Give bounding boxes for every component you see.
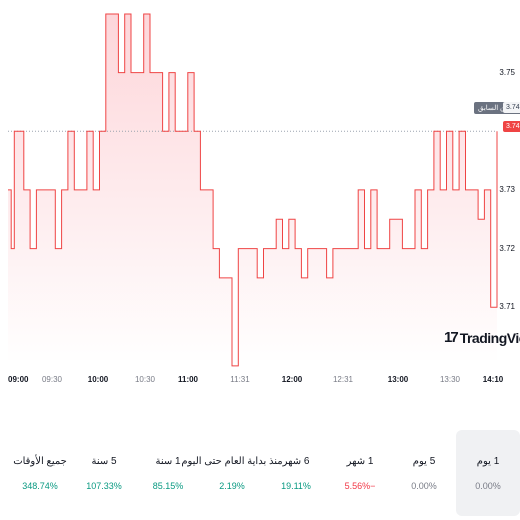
period-label: 5 يوم bbox=[412, 455, 436, 467]
price-area-fill bbox=[8, 14, 497, 366]
period-label: 5 سنة bbox=[91, 455, 117, 467]
period-label: 1 يوم bbox=[476, 455, 500, 467]
tradingview-logo-icon: 17 bbox=[444, 329, 459, 346]
period-change-value: 19.11% bbox=[281, 480, 311, 491]
tradingview-logo[interactable]: 17 TradingView bbox=[444, 329, 520, 346]
period-change-value: 85.15% bbox=[152, 480, 184, 491]
x-axis-tick-label: 12:31 bbox=[332, 375, 354, 384]
period-change-value: 2.19% bbox=[219, 480, 245, 491]
tradingview-logo-text: TradingView bbox=[459, 329, 520, 346]
x-axis-tick-label: 09:00 bbox=[8, 375, 29, 384]
period-option[interactable]: 1 شهر −5.56% bbox=[328, 430, 392, 516]
period-option[interactable]: جميع الأوقات 348.74% bbox=[8, 430, 72, 516]
x-axis-tick-label: 10:30 bbox=[134, 375, 156, 384]
x-axis-tick-label: 13:30 bbox=[439, 375, 461, 384]
x-axis-tick-label: 13:00 bbox=[387, 375, 409, 384]
x-axis-tick-label: 11:31 bbox=[230, 375, 250, 384]
y-axis-tick-label: 3.71 bbox=[499, 302, 515, 312]
period-change-value: 0.00% bbox=[411, 480, 437, 491]
x-axis-tick-label: 09:30 bbox=[41, 375, 63, 384]
x-axis-tick-label: 14:10 bbox=[482, 375, 504, 384]
chart-canvas[interactable] bbox=[0, 0, 520, 395]
y-axis-tick-label: 3.75 bbox=[499, 67, 515, 77]
y-axis-tick-label: 3.73 bbox=[499, 184, 515, 194]
y-axis-tick-label: 3.72 bbox=[499, 243, 515, 253]
period-option[interactable]: 1 سنة 85.15% bbox=[136, 430, 200, 516]
period-option[interactable]: 5 سنة 107.33% bbox=[72, 430, 136, 516]
x-axis-tick-label: 10:00 bbox=[87, 375, 109, 384]
previous-close-value: 3.74 bbox=[503, 102, 520, 113]
period-change-value: 0.00% bbox=[475, 480, 501, 491]
price-chart[interactable]: الإغلاق السابق 3.74 3.74 17 TradingView … bbox=[0, 0, 520, 395]
period-option[interactable]: 5 يوم 0.00% bbox=[392, 430, 456, 516]
period-change-value: 107.33% bbox=[86, 480, 122, 491]
period-label: 1 سنة bbox=[155, 455, 181, 467]
period-option[interactable]: 6 شهر 19.11% bbox=[264, 430, 328, 516]
period-label: جميع الأوقات bbox=[13, 455, 67, 467]
x-axis-tick-label: 12:00 bbox=[281, 375, 303, 384]
period-option[interactable]: 1 يوم 0.00% bbox=[456, 430, 520, 516]
price-line bbox=[8, 13, 498, 367]
period-change-value: 348.74% bbox=[22, 480, 58, 491]
last-price-badge: 3.74 bbox=[503, 121, 520, 132]
period-option[interactable]: منذ بداية العام حتى اليوم 2.19% bbox=[181, 430, 282, 516]
period-label: منذ بداية العام حتى اليوم bbox=[181, 455, 283, 467]
x-axis-tick-label: 11:00 bbox=[177, 375, 199, 384]
period-label: 1 شهر bbox=[346, 455, 374, 467]
period-change-value: −5.56% bbox=[344, 480, 376, 491]
period-selector: 1 يوم 0.00% 5 يوم 0.00% 1 شهر −5.56% 6 شهر 19.1… bbox=[0, 430, 520, 520]
period-label: 6 شهر bbox=[282, 455, 310, 467]
